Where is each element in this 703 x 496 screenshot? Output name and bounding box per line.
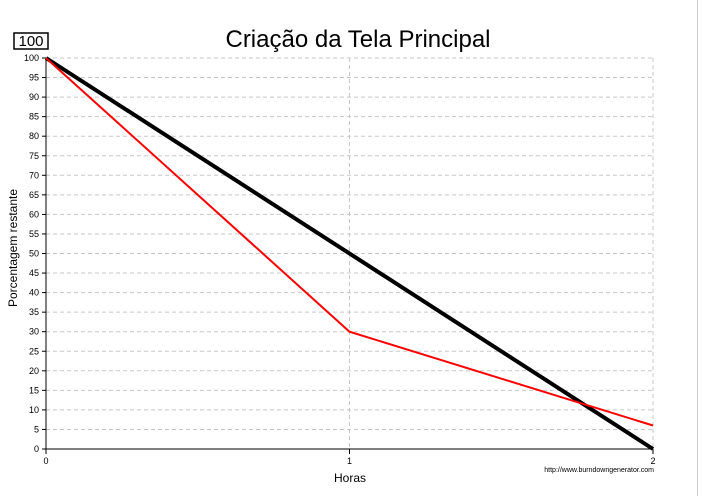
y-tick-label-65: 65 xyxy=(29,190,39,200)
data-series xyxy=(44,56,655,451)
page-edge-divider xyxy=(697,0,698,496)
y-tick-label-45: 45 xyxy=(29,268,39,278)
y-tick-label-60: 60 xyxy=(29,209,39,219)
x-axis-ticks: 0 1 2 xyxy=(43,449,656,466)
value-badge-box xyxy=(13,32,49,50)
series-line-actual xyxy=(45,57,654,427)
y-tick-label-20: 20 xyxy=(29,366,39,376)
y-tick-label-30: 30 xyxy=(29,327,39,337)
y-tick-label-75: 75 xyxy=(29,151,39,161)
x-axis-label: Horas xyxy=(334,471,366,485)
y-tick-label-80: 80 xyxy=(29,131,39,141)
y-tick-label-15: 15 xyxy=(29,385,39,395)
y-tick-label-40: 40 xyxy=(29,288,39,298)
series-line-ideal xyxy=(44,56,655,451)
x-tick-label-2: 2 xyxy=(650,456,655,466)
y-tick-label-10: 10 xyxy=(29,405,39,415)
grid-lines xyxy=(46,57,654,449)
value-badge: 100 xyxy=(18,33,43,50)
y-tick-label-95: 95 xyxy=(29,73,39,83)
y-tick-label-70: 70 xyxy=(29,170,39,180)
y-tick-label-5: 5 xyxy=(34,424,39,434)
x-tick-label-0: 0 xyxy=(43,456,48,466)
chart-title: Criação da Tela Principal xyxy=(225,26,490,53)
x-tick-label-1: 1 xyxy=(347,456,352,466)
y-tick-label-90: 90 xyxy=(29,92,39,102)
y-tick-label-55: 55 xyxy=(29,229,39,239)
y-tick-label-50: 50 xyxy=(29,249,39,259)
y-tick-label-85: 85 xyxy=(29,112,39,122)
y-tick-label-0: 0 xyxy=(34,444,39,454)
y-tick-label-35: 35 xyxy=(29,307,39,317)
y-tick-label-100: 100 xyxy=(24,53,39,63)
y-axis-ticks: 0 5 10 15 20 25 30 35 40 45 50 55 60 65 70 75 80 85 90 95 10… xyxy=(24,53,46,454)
y-axis-label: Porcentagem restante xyxy=(6,189,20,307)
credit-link[interactable]: http://www.burndowngenerator.com xyxy=(544,467,654,474)
y-tick-label-25: 25 xyxy=(29,346,39,356)
